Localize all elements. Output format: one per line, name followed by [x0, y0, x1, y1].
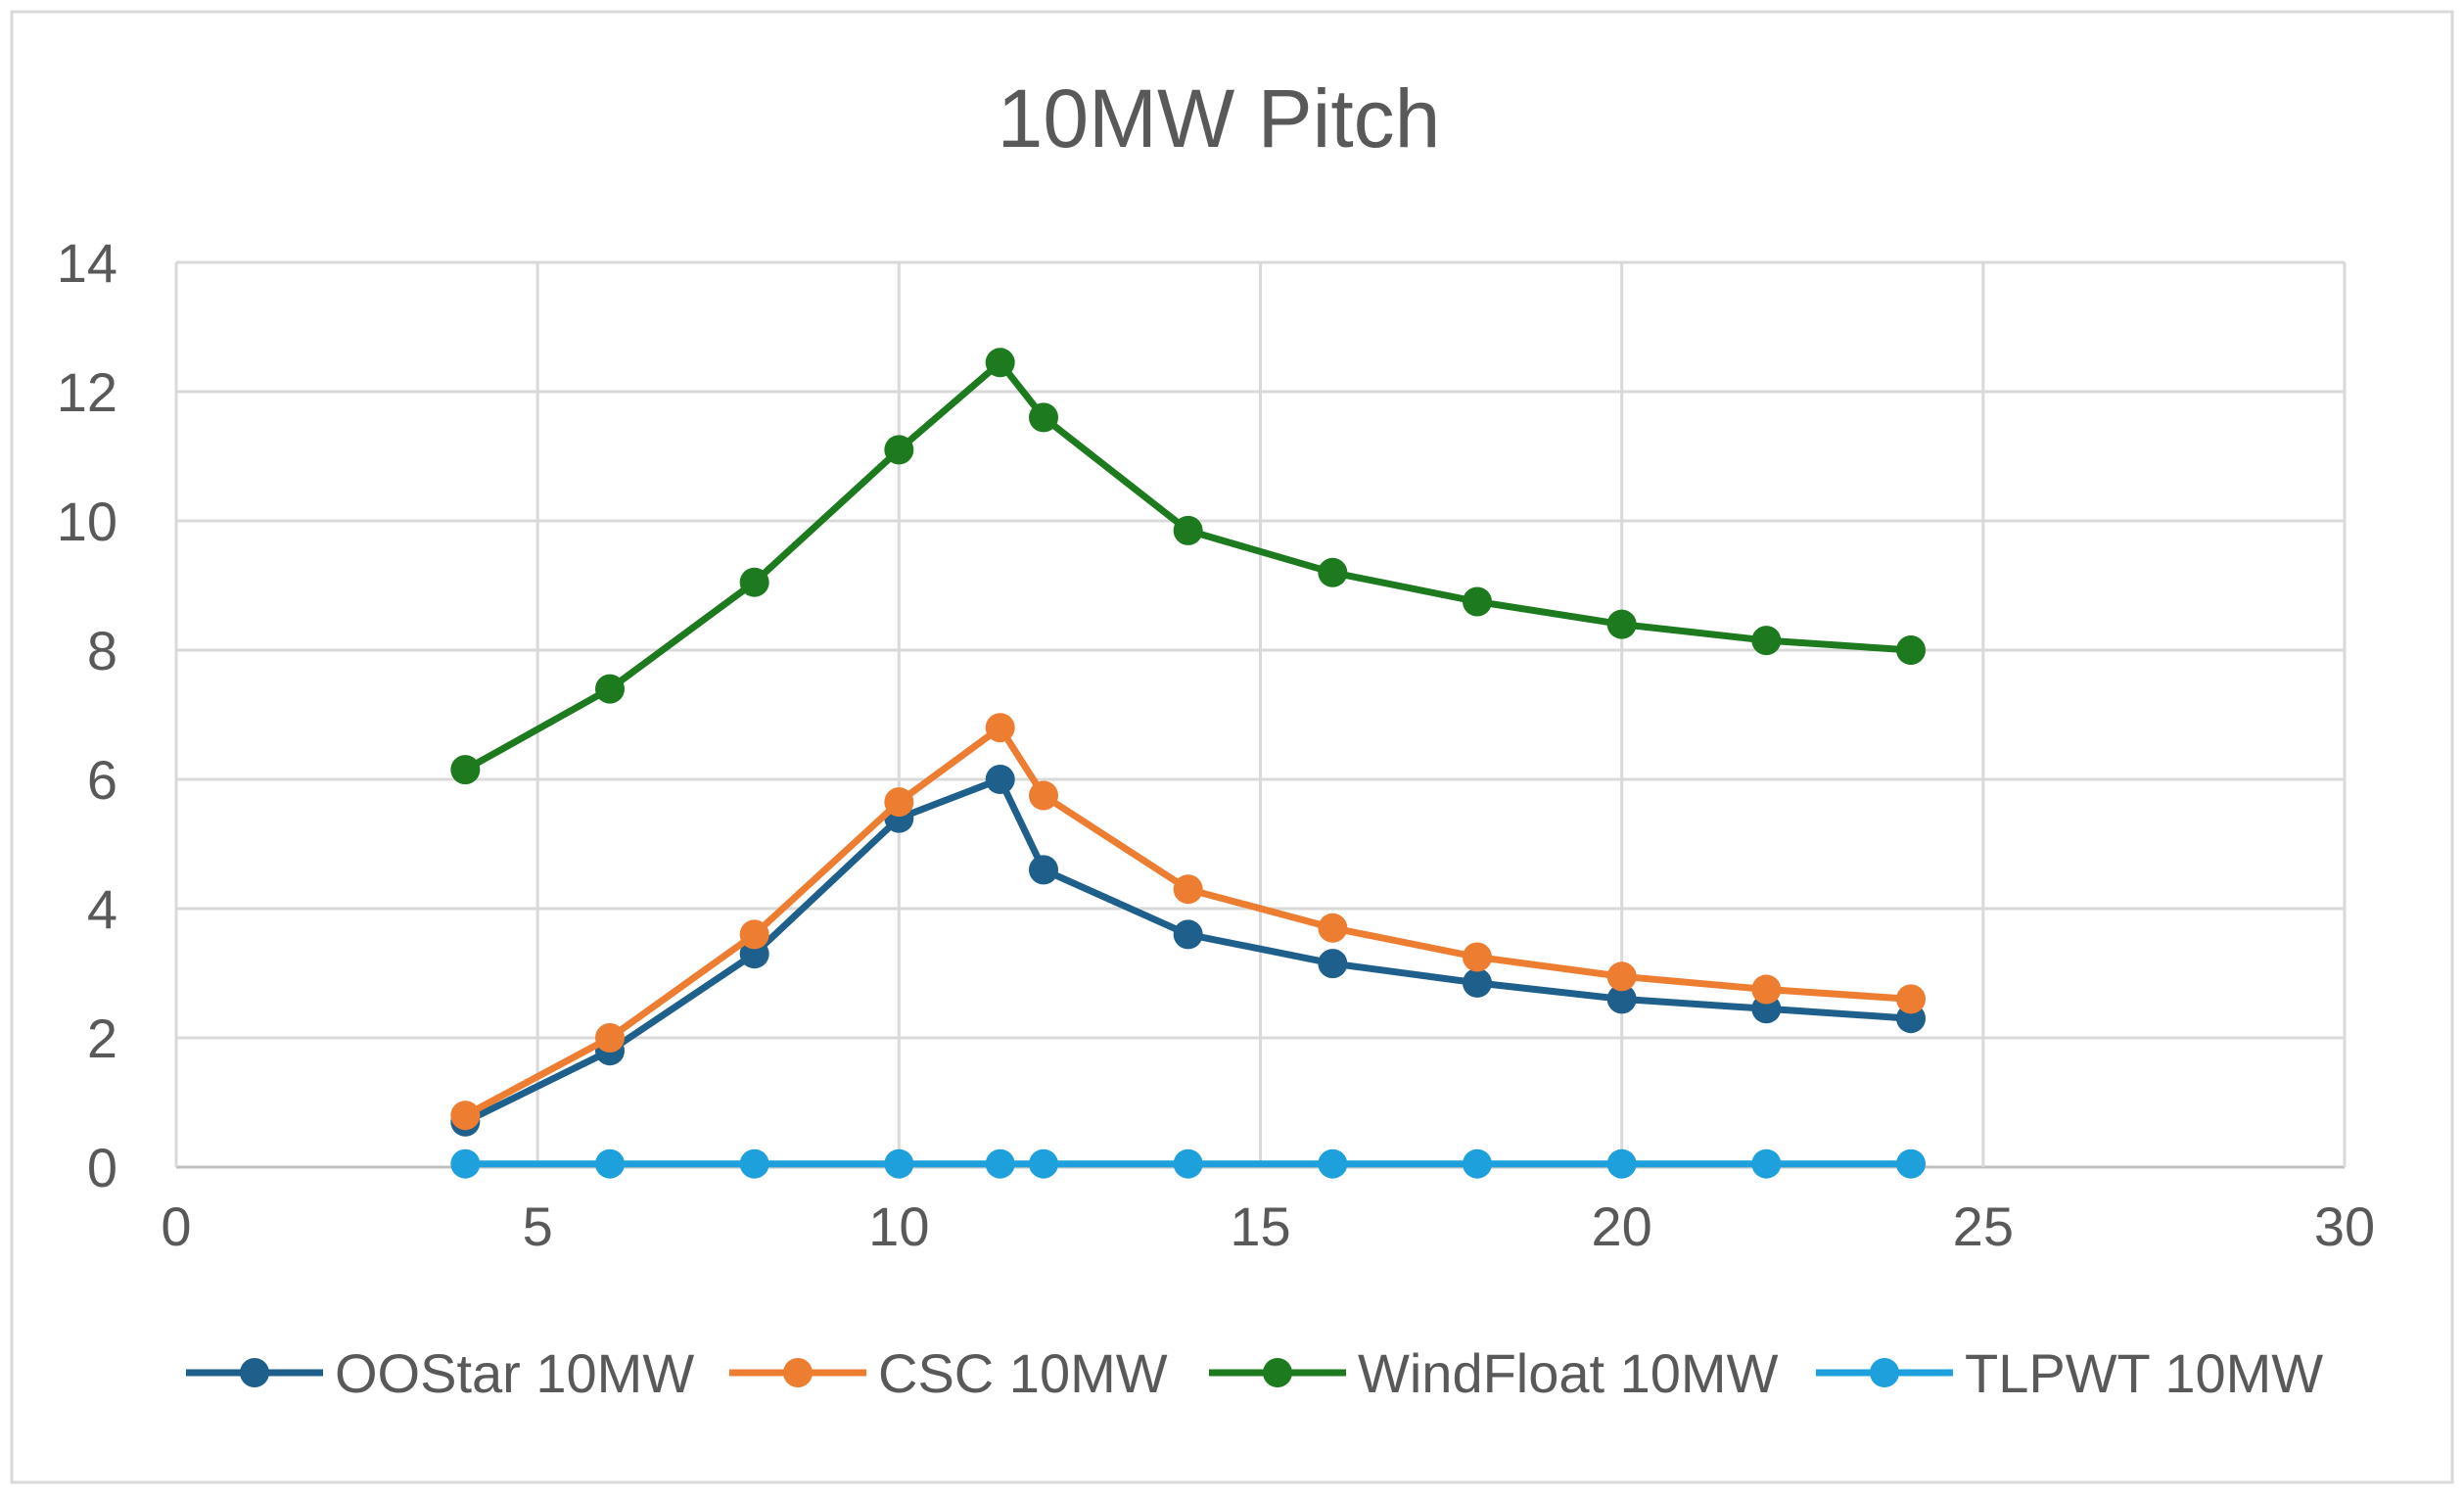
data-point [985, 348, 1015, 378]
legend-swatch-marker [240, 1358, 269, 1387]
legend-label: WindFloat 10MW [1358, 1342, 1779, 1404]
data-point [1318, 557, 1348, 587]
data-point [985, 1148, 1015, 1179]
x-tick-label: 25 [1953, 1195, 2014, 1257]
chart-border [10, 10, 2454, 1484]
grid [174, 260, 2347, 1169]
data-point [1318, 949, 1348, 979]
data-point [1463, 967, 1492, 998]
data-point [1606, 961, 1637, 992]
y-tick-label: 6 [87, 749, 117, 811]
data-point [1896, 984, 1926, 1014]
x-tick-label: 20 [1592, 1195, 1652, 1257]
data-point [884, 1148, 914, 1179]
x-tick-label: 10 [868, 1195, 929, 1257]
data-point [1173, 1148, 1203, 1179]
legend-label: OOStar 10MW [335, 1342, 694, 1404]
data-point [1606, 984, 1637, 1014]
data-point [1173, 874, 1203, 905]
data-point [884, 435, 914, 465]
data-point [1463, 1148, 1492, 1179]
data-point [985, 713, 1015, 743]
y-tick-label: 4 [87, 878, 117, 940]
y-tick-label: 10 [57, 491, 117, 552]
series-line [463, 358, 1912, 773]
x-tick-label: 30 [2314, 1195, 2375, 1257]
legend-swatch-marker [1870, 1358, 1899, 1387]
legend-swatch-marker [783, 1358, 813, 1387]
data-point [1029, 855, 1058, 885]
data-point [1318, 1148, 1348, 1179]
x-tick-label: 15 [1230, 1195, 1290, 1257]
data-point [1029, 780, 1058, 811]
data-point [1029, 402, 1058, 433]
data-point [1606, 1148, 1637, 1179]
data-point [1029, 1148, 1058, 1179]
data-point [450, 1101, 481, 1131]
y-tick-label: 2 [87, 1007, 117, 1069]
legend-entry: CSC 10MW [729, 1342, 1168, 1404]
axes: 0 2 4 6 8 10 12 14 0 5 10 15 20 25 30 [57, 232, 2375, 1257]
legend: OOStar 10MW CSC 10MW WindFloat 10MW TLPWT 1… [186, 1342, 2323, 1404]
data-point [739, 567, 769, 597]
x-tick-label: 5 [523, 1195, 553, 1257]
data-point [985, 765, 1015, 794]
data-point [1751, 626, 1782, 656]
series-line [463, 724, 1912, 1119]
data-point [595, 1148, 625, 1179]
data-point [450, 755, 481, 785]
y-tick-label: 14 [57, 232, 117, 294]
data-point [450, 1148, 481, 1179]
series-windfloat-10mw [450, 348, 1926, 785]
data-point [1751, 974, 1782, 1005]
data-point [739, 1148, 769, 1179]
series-line [463, 775, 1912, 1125]
legend-entry: WindFloat 10MW [1209, 1342, 1779, 1404]
legend-label: CSC 10MW [878, 1342, 1168, 1404]
data-point [1318, 913, 1348, 943]
x-tick-label: 0 [161, 1195, 191, 1257]
data-point [1896, 635, 1926, 665]
chart-title: 10MW Pitch [998, 72, 1441, 164]
data-point [595, 674, 625, 704]
legend-label: TLPWT 10MW [1965, 1342, 2323, 1404]
data-point [1896, 1148, 1926, 1179]
series-tlpwt-10mw [450, 1148, 1926, 1179]
data-point [1463, 942, 1492, 972]
data-point [1751, 1148, 1782, 1179]
legend-entry: OOStar 10MW [186, 1342, 694, 1404]
data-point [1173, 919, 1203, 950]
data-point [1463, 586, 1492, 617]
y-tick-label: 0 [87, 1137, 117, 1198]
series [450, 348, 1926, 1179]
y-tick-label: 8 [87, 620, 117, 681]
data-point [1606, 609, 1637, 639]
y-tick-label: 12 [57, 361, 117, 423]
legend-swatch-marker [1263, 1358, 1292, 1387]
data-point [1173, 515, 1203, 545]
data-point [884, 787, 914, 818]
data-point [739, 919, 769, 950]
legend-entry: TLPWT 10MW [1816, 1342, 2323, 1404]
data-point [595, 1023, 625, 1053]
series-csc-10mw [450, 713, 1926, 1131]
